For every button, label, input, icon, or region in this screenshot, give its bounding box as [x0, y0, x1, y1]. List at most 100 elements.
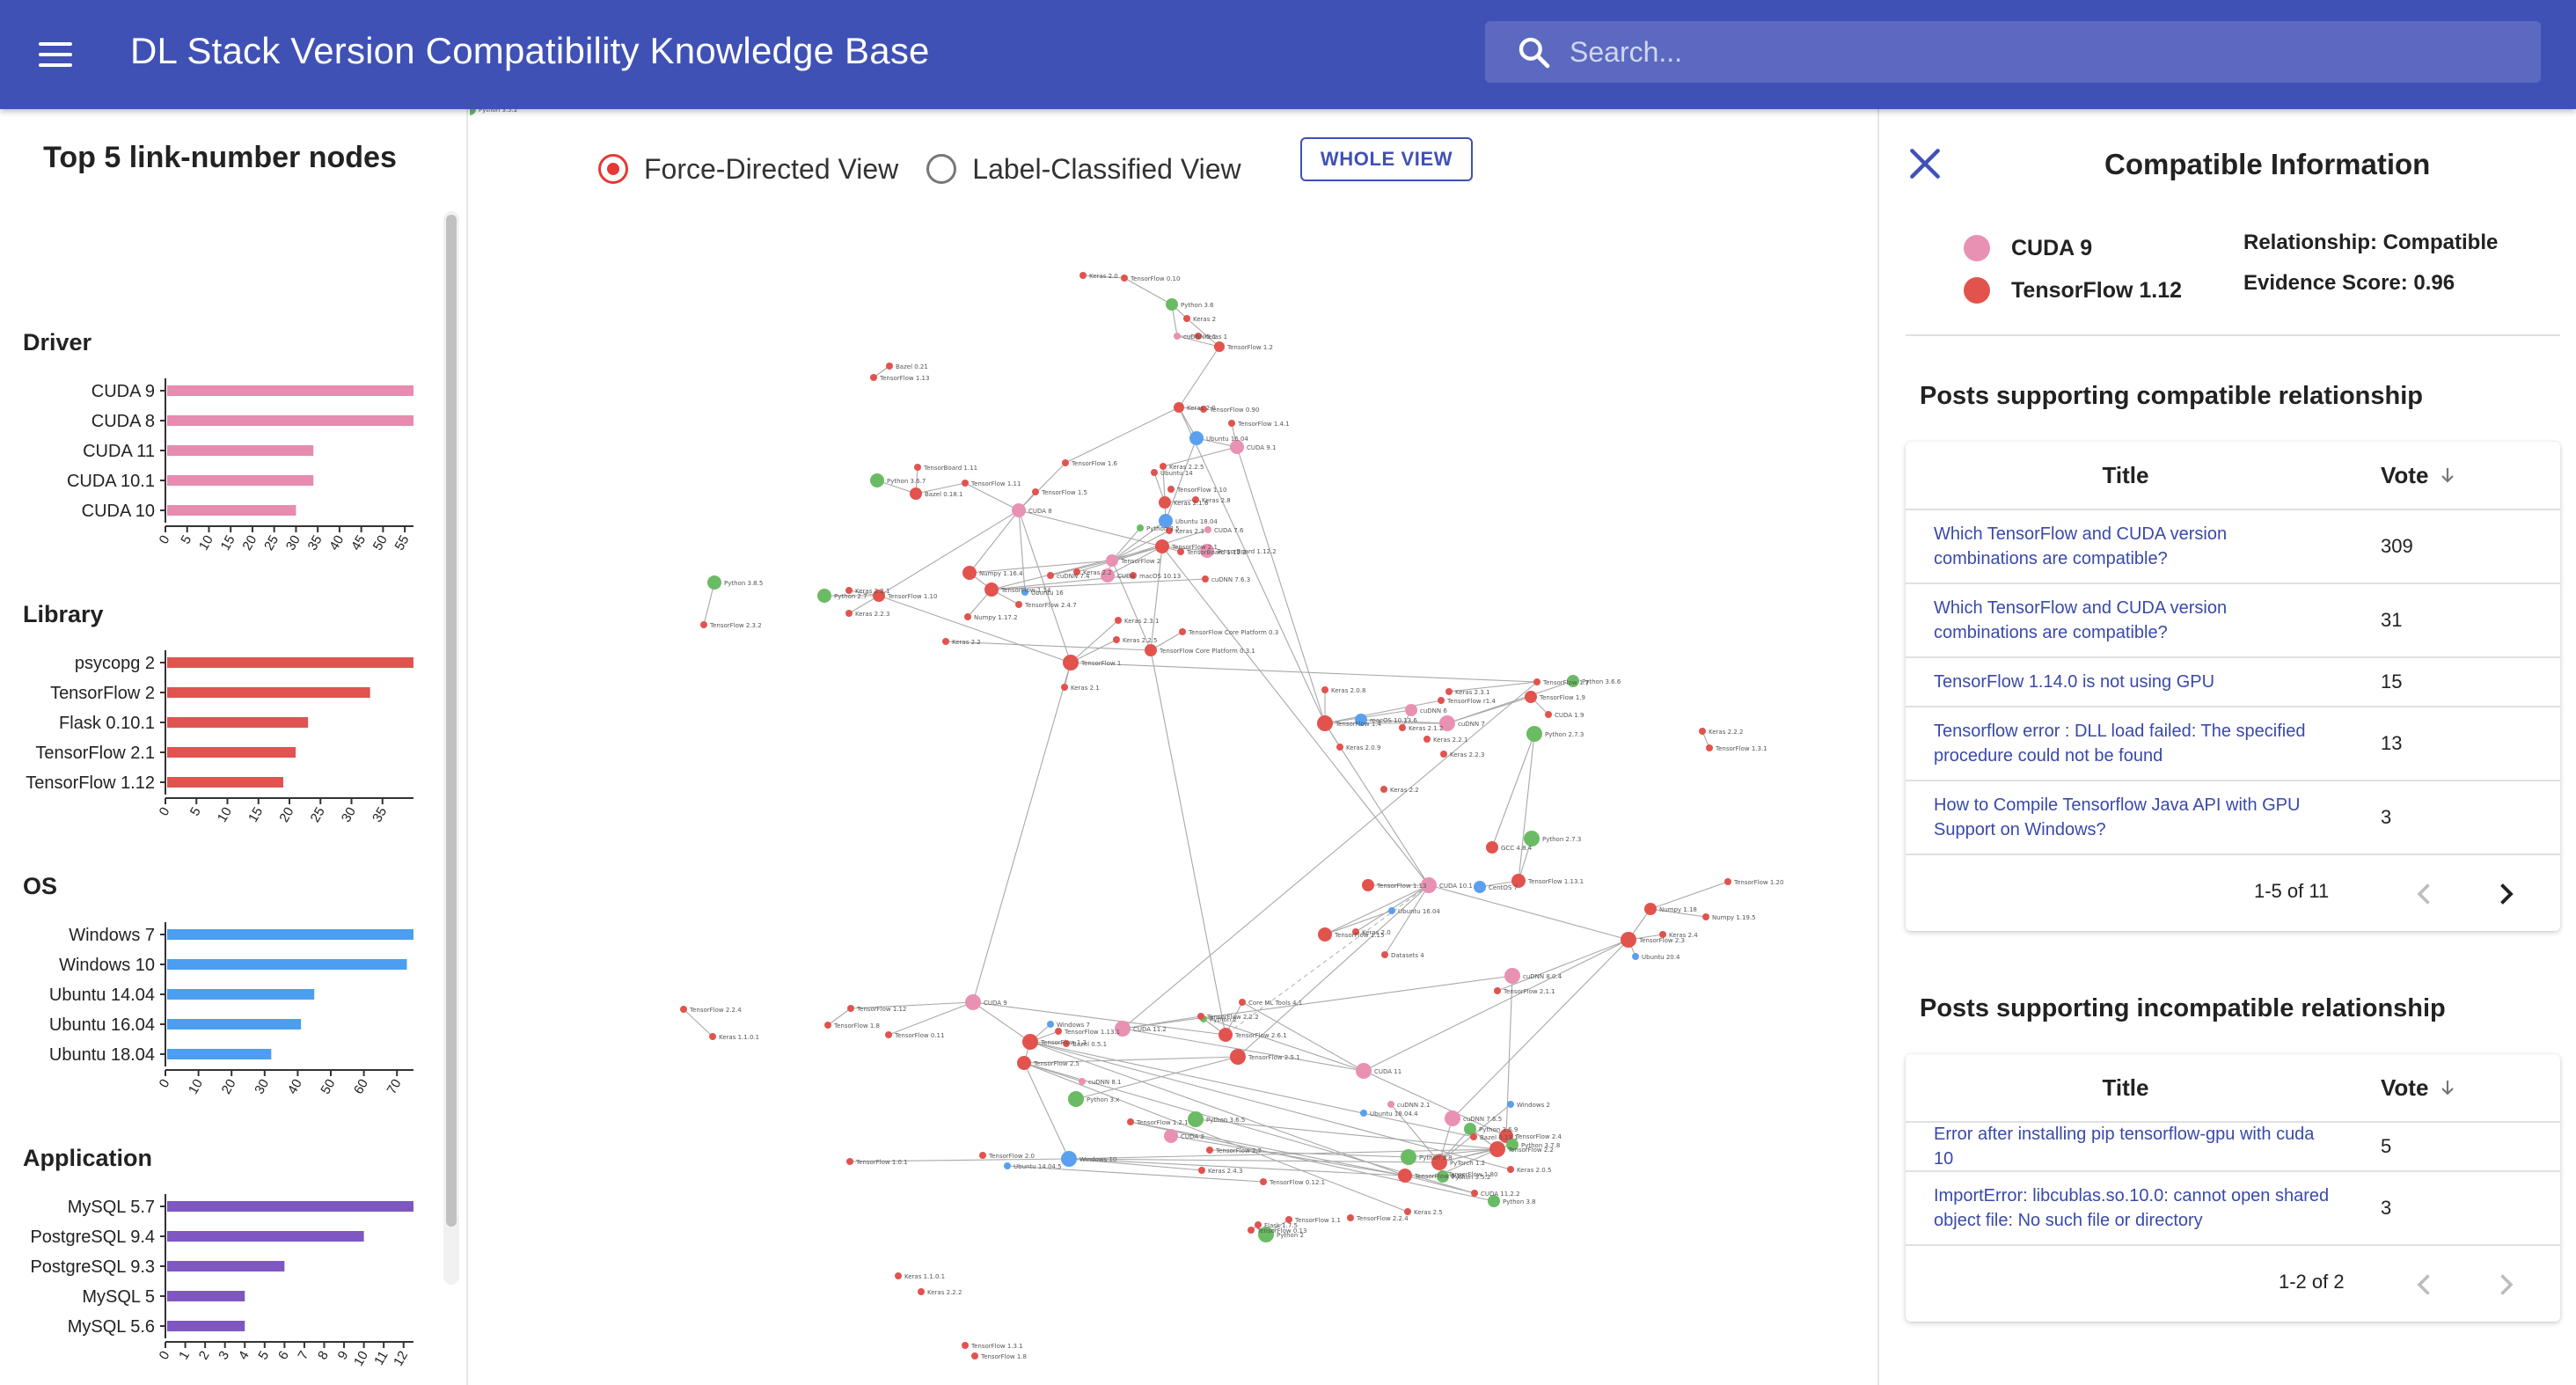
graph-node[interactable]	[1218, 1028, 1233, 1042]
graph-node[interactable]	[1438, 697, 1445, 704]
graph-node[interactable]	[1159, 514, 1173, 528]
graph-node[interactable]	[1644, 903, 1657, 915]
graph-node[interactable]	[1471, 1190, 1478, 1197]
table-row[interactable]: Tensorflow error : DLL load failed: The …	[1906, 707, 2560, 781]
graph-node[interactable]	[470, 109, 476, 115]
graph-node[interactable]	[1437, 1170, 1449, 1183]
graph-node[interactable]	[1063, 655, 1079, 671]
graph-node[interactable]	[1166, 527, 1173, 534]
graph-node[interactable]	[1113, 636, 1120, 643]
label-classified-radio[interactable]: Label-Classified View	[926, 153, 1241, 186]
graph-node[interactable]	[1192, 496, 1199, 503]
bar[interactable]	[167, 505, 296, 516]
scrollbar-thumb[interactable]	[446, 215, 457, 1227]
table-row[interactable]: Which TensorFlow and CUDA version combin…	[1906, 584, 2560, 658]
graph-node[interactable]	[845, 610, 853, 617]
close-icon[interactable]	[1906, 144, 1944, 183]
graph-node[interactable]	[707, 575, 721, 590]
graph-node[interactable]	[700, 621, 707, 628]
bar[interactable]	[167, 1321, 245, 1331]
post-title-link[interactable]: Which TensorFlow and CUDA version combin…	[1934, 524, 2228, 568]
graph-node[interactable]	[1159, 496, 1171, 509]
graph-node[interactable]	[1431, 1154, 1447, 1170]
title-column-header[interactable]: Title	[2102, 461, 2149, 488]
graph-node[interactable]	[1115, 617, 1122, 624]
force-directed-radio[interactable]: Force-Directed View	[598, 153, 898, 186]
bar[interactable]	[167, 777, 283, 788]
chevron-left-icon[interactable]	[2409, 878, 2441, 910]
graph-node[interactable]	[979, 1152, 986, 1159]
graph-node[interactable]	[1073, 568, 1080, 575]
graph-node[interactable]	[824, 1022, 831, 1029]
graph-node[interactable]	[1421, 877, 1437, 893]
table-row[interactable]: TensorFlow 1.14.0 is not using GPU 15	[1906, 658, 2560, 707]
graph-node[interactable]	[1174, 402, 1184, 413]
graph-node[interactable]	[1061, 684, 1068, 691]
graph-node[interactable]	[847, 1005, 854, 1012]
post-title-link[interactable]: ImportError: libcublas.so.10.0: cannot o…	[1934, 1186, 2330, 1230]
graph-node[interactable]	[1055, 1028, 1062, 1035]
graph-node[interactable]	[1362, 879, 1374, 891]
graph-node[interactable]	[1347, 1214, 1354, 1221]
graph-node[interactable]	[962, 566, 977, 580]
graph-node[interactable]	[1464, 1123, 1476, 1135]
graph-node[interactable]	[962, 1342, 969, 1349]
graph-node[interactable]	[817, 589, 831, 603]
graph-node[interactable]	[1188, 1111, 1204, 1127]
graph-node[interactable]	[1317, 715, 1333, 731]
graph-node[interactable]	[1061, 1151, 1077, 1167]
graph-node[interactable]	[1183, 315, 1190, 322]
graph-node[interactable]	[1015, 601, 1022, 608]
graph-node[interactable]	[1285, 1216, 1292, 1223]
graph-node[interactable]	[1659, 931, 1666, 938]
bar[interactable]	[167, 1201, 413, 1212]
graph-node[interactable]	[1137, 524, 1144, 531]
graph-node[interactable]	[1160, 463, 1167, 470]
vote-column-header[interactable]: Vote	[2381, 462, 2458, 489]
bar[interactable]	[167, 1291, 245, 1301]
graph-node[interactable]	[1260, 1178, 1267, 1185]
graph-node[interactable]	[1167, 486, 1175, 493]
graph-node[interactable]	[1524, 831, 1540, 846]
bar[interactable]	[167, 1231, 364, 1242]
graph-node[interactable]	[1440, 751, 1447, 758]
graph-node[interactable]	[1632, 953, 1639, 960]
graph-node[interactable]	[1360, 1110, 1367, 1117]
graph-node[interactable]	[1155, 539, 1169, 553]
graph-node[interactable]	[1511, 874, 1526, 888]
graph-node[interactable]	[1318, 927, 1332, 942]
graph-node[interactable]	[1401, 1149, 1416, 1165]
table-row[interactable]: Which TensorFlow and CUDA version combin…	[1906, 510, 2560, 584]
graph-node[interactable]	[1507, 1166, 1514, 1173]
graph-node[interactable]	[1079, 1078, 1086, 1085]
graph-node[interactable]	[910, 487, 922, 500]
bar[interactable]	[167, 1261, 285, 1271]
graph-node[interactable]	[1200, 544, 1214, 558]
bar[interactable]	[167, 959, 407, 970]
graph-node[interactable]	[1439, 715, 1455, 731]
graph-node[interactable]	[1724, 878, 1731, 885]
graph-node[interactable]	[1445, 688, 1453, 695]
vote-column-header[interactable]: Vote	[2381, 1074, 2458, 1102]
graph-node[interactable]	[1106, 554, 1118, 567]
graph-node[interactable]	[873, 590, 885, 602]
graph-node[interactable]	[1151, 469, 1158, 476]
graph-node[interactable]	[1321, 686, 1328, 693]
compatibility-graph[interactable]: Keras 2.0 TensorFlow 0.10 Python 3.6 Keras …	[470, 109, 1877, 1385]
graph-node[interactable]	[1399, 724, 1406, 731]
graph-node[interactable]	[1470, 1133, 1477, 1140]
graph-node[interactable]	[1022, 1034, 1038, 1050]
post-title-link[interactable]: TensorFlow 1.14.0 is not using GPU	[1934, 672, 2215, 692]
graph-node[interactable]	[1494, 987, 1501, 994]
bar[interactable]	[167, 687, 370, 698]
graph-node[interactable]	[1032, 488, 1039, 495]
graph-node[interactable]	[918, 1288, 925, 1295]
graph-node[interactable]	[1115, 1021, 1131, 1037]
graph-node[interactable]	[1214, 341, 1225, 352]
graph-node[interactable]	[1021, 589, 1028, 596]
title-column-header[interactable]: Title	[2102, 1074, 2149, 1101]
graph-node[interactable]	[709, 1033, 716, 1040]
bar[interactable]	[167, 445, 314, 456]
graph-node[interactable]	[1405, 704, 1417, 716]
graph-node[interactable]	[1474, 881, 1486, 893]
